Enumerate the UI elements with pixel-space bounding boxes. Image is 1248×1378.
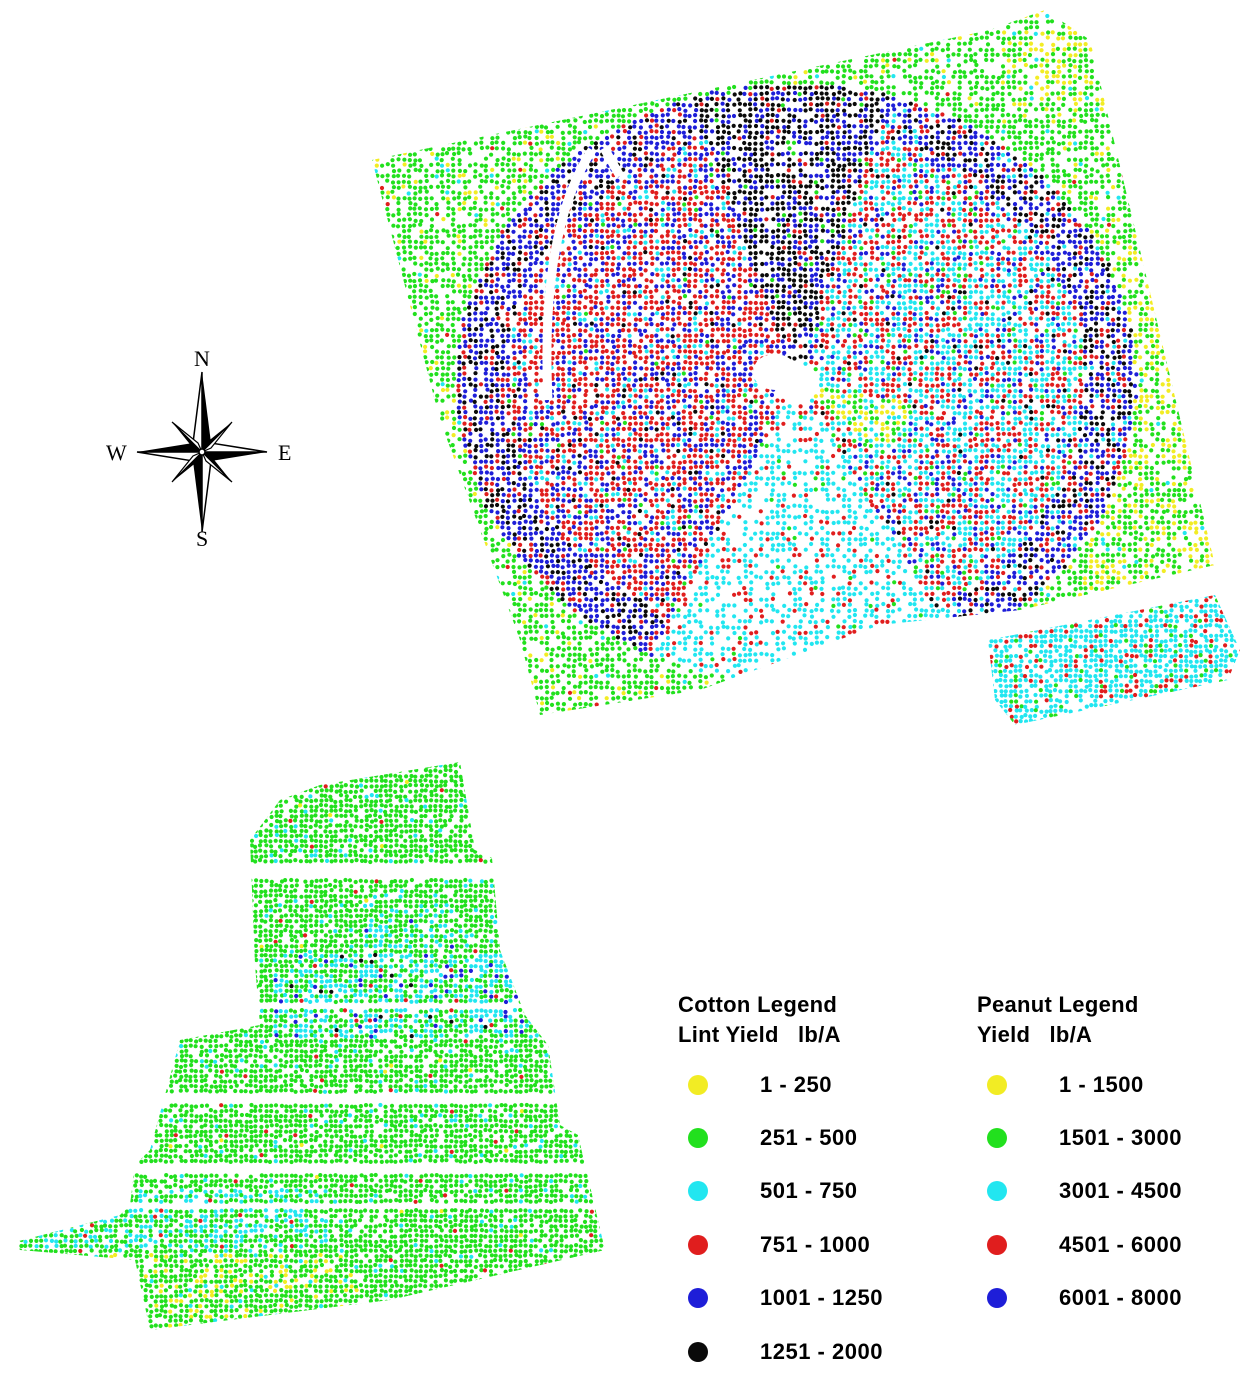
- legend-swatch-icon: [987, 1075, 1007, 1095]
- legend-range-label: 1 - 1500: [1059, 1072, 1144, 1098]
- legend-swatch-icon: [688, 1128, 708, 1148]
- legend-class: 501 - 750: [678, 1165, 883, 1218]
- legend-swatch-icon: [688, 1075, 708, 1095]
- legend-class: 4501 - 6000: [977, 1218, 1182, 1271]
- north-field-yield-points: [368, 8, 1216, 724]
- legend-range-label: 1501 - 3000: [1059, 1125, 1182, 1151]
- south-field-yield-points: [8, 758, 609, 1334]
- compass-east-label: E: [278, 440, 291, 465]
- legend-class: 1001 - 1250: [678, 1272, 883, 1325]
- legend-swatch-icon: [987, 1235, 1007, 1255]
- legend-range-label: 3001 - 4500: [1059, 1178, 1182, 1204]
- legend-range-label: 1001 - 1250: [760, 1285, 883, 1311]
- compass-rose-icon: N S E W: [106, 346, 291, 551]
- legend-class: 1 - 250: [678, 1058, 883, 1111]
- legend-range-label: 251 - 500: [760, 1125, 857, 1151]
- legend-swatch-icon: [688, 1181, 708, 1201]
- legend-swatch-icon: [688, 1288, 708, 1308]
- legend-range-label: 751 - 1000: [760, 1232, 870, 1258]
- legend-swatch-icon: [987, 1128, 1007, 1148]
- legend-class: 1251 - 2000: [678, 1325, 883, 1378]
- legend-swatch-icon: [987, 1288, 1007, 1308]
- peanut-legend-subtitle: Yield lb/A: [977, 1020, 1182, 1050]
- cotton-legend-title: Cotton Legend: [678, 990, 883, 1020]
- legend-class: 1501 - 3000: [977, 1111, 1182, 1164]
- legend-swatch-icon: [987, 1181, 1007, 1201]
- peanut-legend: Peanut Legend Yield lb/A 1 - 1500 1501 - …: [977, 990, 1182, 1325]
- east-strip-yield-points: [983, 593, 1244, 729]
- legend-swatch-icon: [688, 1235, 708, 1255]
- cotton-legend-subtitle: Lint Yield lb/A: [678, 1020, 883, 1050]
- compass-west-label: W: [106, 440, 127, 465]
- legend-range-label: 6001 - 8000: [1059, 1285, 1182, 1311]
- compass-north-label: N: [194, 346, 210, 371]
- legend-class: 6001 - 8000: [977, 1272, 1182, 1325]
- peanut-legend-classes: 1 - 1500 1501 - 3000 3001 - 4500 4501 - 600…: [977, 1058, 1182, 1325]
- legend-range-label: 4501 - 6000: [1059, 1232, 1182, 1258]
- legend-class: 3001 - 4500: [977, 1165, 1182, 1218]
- cotton-legend-classes: 1 - 250 251 - 500 501 - 750 751 - 1000 1001 …: [678, 1058, 883, 1378]
- legend-class: 1 - 1500: [977, 1058, 1182, 1111]
- legend-class: 751 - 1000: [678, 1218, 883, 1271]
- legend-swatch-icon: [688, 1342, 708, 1362]
- peanut-legend-title: Peanut Legend: [977, 990, 1182, 1020]
- legend-range-label: 1 - 250: [760, 1072, 832, 1098]
- legend-range-label: 501 - 750: [760, 1178, 857, 1204]
- compass-south-label: S: [196, 526, 208, 551]
- legend-class: 251 - 500: [678, 1111, 883, 1164]
- cotton-legend: Cotton Legend Lint Yield lb/A 1 - 250 251…: [678, 990, 883, 1378]
